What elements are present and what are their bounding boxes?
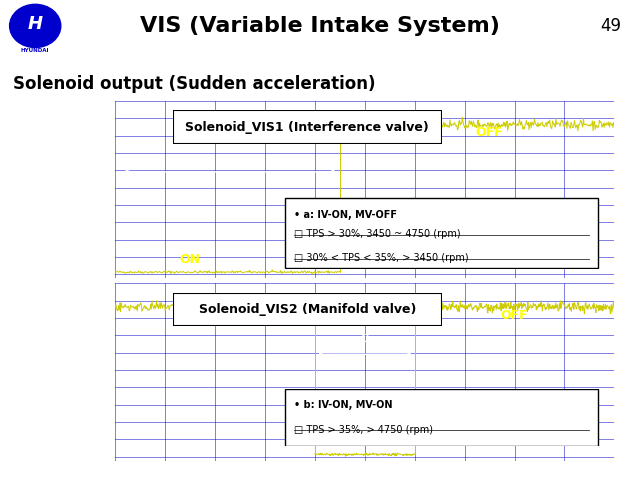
Text: HYUNDAI: HYUNDAI [21,48,49,53]
Text: ON: ON [180,252,200,265]
Text: H: H [28,15,43,33]
Text: □ TPS > 35%, > 4750 (rpm): □ TPS > 35%, > 4750 (rpm) [294,424,433,434]
FancyBboxPatch shape [285,198,598,268]
FancyBboxPatch shape [173,110,442,144]
Text: VIS (Variable Intake System): VIS (Variable Intake System) [140,16,500,36]
Text: OFF: OFF [201,309,229,322]
FancyBboxPatch shape [285,389,598,446]
Text: b: b [360,331,369,346]
Text: • b: IV-ON, MV-ON: • b: IV-ON, MV-ON [294,400,393,410]
Text: Solenoid output (Sudden acceleration): Solenoid output (Sudden acceleration) [13,75,375,93]
Text: OFF: OFF [500,309,529,322]
Text: a: a [221,153,229,167]
Text: ON: ON [355,435,375,448]
Text: □ 30% < TPS < 35%, > 3450 (rpm): □ 30% < TPS < 35%, > 3450 (rpm) [294,253,469,263]
Text: 20.0 V: 20.0 V [118,113,140,119]
Text: Solenoid_VIS1 (Interference valve): Solenoid_VIS1 (Interference valve) [186,120,429,134]
Text: Solenoid_VIS2 (Manifold valve): Solenoid_VIS2 (Manifold valve) [198,303,416,316]
Text: □ TPS > 30%, 3450 ~ 4750 (rpm): □ TPS > 30%, 3450 ~ 4750 (rpm) [294,229,461,239]
Text: • a: IV-ON, MV-OFF: • a: IV-ON, MV-OFF [294,210,397,220]
Text: OFF: OFF [476,126,504,139]
Ellipse shape [10,4,61,48]
Text: 49: 49 [600,17,621,35]
FancyBboxPatch shape [173,293,442,326]
Text: 20.0 V: 20.0 V [118,295,140,301]
